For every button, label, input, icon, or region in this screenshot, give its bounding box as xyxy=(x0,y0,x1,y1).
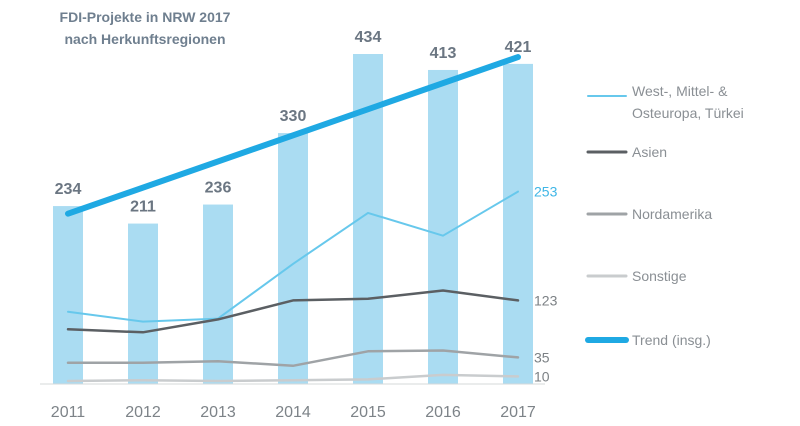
legend-label-0-0: West-, Mittel- & xyxy=(632,83,728,99)
series-end-labels: 253 123 35 10 xyxy=(534,184,558,385)
x-tick-label-2015: 2015 xyxy=(350,404,386,421)
series-line-0 xyxy=(67,190,519,323)
bar-group xyxy=(53,54,533,384)
bar-2017 xyxy=(503,63,533,384)
bar-2011 xyxy=(53,206,83,384)
bar-value-label-2011: 234 xyxy=(55,181,82,198)
trend-line-group xyxy=(65,54,521,217)
series-end-label-3: 10 xyxy=(534,368,550,384)
bar-value-label-2013: 236 xyxy=(205,180,232,197)
bar-value-label-2016: 413 xyxy=(430,45,457,62)
bar-2012 xyxy=(128,223,158,384)
trend-line xyxy=(65,54,521,217)
series-end-label-1: 123 xyxy=(534,292,558,308)
legend-label-1-0: Asien xyxy=(632,144,667,160)
legend-label-0-1: Osteuropa, Türkei xyxy=(632,105,744,121)
x-tick-label-2011: 2011 xyxy=(51,404,86,421)
legend-label-4-0: Trend (insg.) xyxy=(632,332,711,348)
series-lines xyxy=(66,190,520,383)
bar-2014 xyxy=(278,133,308,384)
series-end-label-0: 253 xyxy=(534,184,558,200)
bar-value-label-2014: 330 xyxy=(280,108,307,125)
x-tick-label-2013: 2013 xyxy=(200,404,236,421)
series-end-label-2: 35 xyxy=(534,349,550,365)
bar-value-labels: 234 211 236 330 434 413 421 xyxy=(55,29,532,216)
series-line-1 xyxy=(66,289,520,334)
bar-2013 xyxy=(203,204,233,384)
bar-value-label-2012: 211 xyxy=(130,199,156,216)
x-tick-labels: 2011 2012 2013 2014 2015 2016 2017 xyxy=(51,404,536,421)
x-tick-label-2014: 2014 xyxy=(275,404,311,421)
x-tick-label-2016: 2016 xyxy=(425,404,461,421)
chart-title-line-2: nach Herkunftsregionen xyxy=(64,31,225,47)
bar-value-label-2015: 434 xyxy=(355,29,382,46)
bar-2016 xyxy=(428,69,458,384)
chart-title: FDI-Projekte in NRW 2017 nach Herkunftsr… xyxy=(60,9,231,47)
chart-title-line-1: FDI-Projekte in NRW 2017 xyxy=(60,9,231,25)
x-tick-label-2012: 2012 xyxy=(125,404,161,421)
legend-label-2-0: Nordamerika xyxy=(632,206,712,222)
series-line-2 xyxy=(66,349,520,368)
x-tick-label-2017: 2017 xyxy=(500,404,536,421)
legend: West-, Mittel- & Osteuropa, Türkei Asien No… xyxy=(585,83,744,348)
legend-label-3-0: Sonstige xyxy=(632,268,687,284)
bar-value-label-2017: 421 xyxy=(505,39,532,56)
series-line-3 xyxy=(66,373,520,383)
